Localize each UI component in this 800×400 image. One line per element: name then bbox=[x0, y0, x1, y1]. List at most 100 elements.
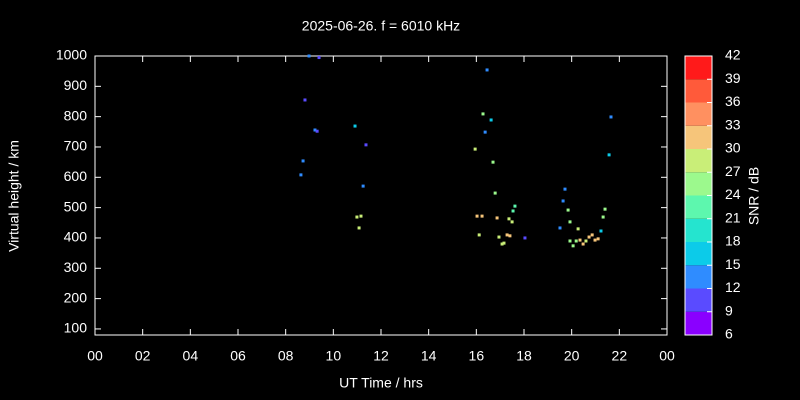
colorbar-label: SNR / dB bbox=[746, 167, 762, 225]
data-point bbox=[513, 204, 517, 208]
data-point bbox=[307, 54, 311, 58]
colorbar-tick-label: 33 bbox=[725, 116, 741, 132]
data-point bbox=[495, 216, 499, 220]
y-tick-label: 200 bbox=[64, 289, 88, 305]
x-tick-label: 20 bbox=[564, 348, 580, 364]
x-tick-label: 16 bbox=[469, 348, 485, 364]
data-point bbox=[590, 233, 594, 237]
data-point bbox=[353, 124, 357, 128]
x-tick-label: 06 bbox=[230, 348, 246, 364]
data-point bbox=[315, 129, 319, 133]
y-tick-label: 600 bbox=[64, 168, 88, 184]
data-point bbox=[581, 242, 585, 246]
colorbar-bin bbox=[685, 242, 712, 266]
colorbar-tick-label: 36 bbox=[725, 93, 741, 109]
data-point bbox=[607, 153, 611, 157]
data-point bbox=[481, 112, 485, 116]
data-point bbox=[593, 238, 597, 242]
data-point bbox=[576, 227, 580, 231]
data-point bbox=[480, 214, 484, 218]
y-axis-label: Virtual height / km bbox=[6, 140, 22, 252]
x-tick-label: 02 bbox=[135, 348, 151, 364]
data-point bbox=[301, 159, 305, 163]
data-point bbox=[313, 128, 317, 132]
data-point bbox=[566, 208, 570, 212]
colorbar-tick-label: 27 bbox=[725, 163, 741, 179]
data-point bbox=[561, 199, 565, 203]
data-point bbox=[587, 235, 591, 239]
colorbar-tick-label: 9 bbox=[725, 302, 733, 318]
colorbar-tick-label: 24 bbox=[725, 186, 741, 202]
colorbar-bin bbox=[685, 311, 712, 335]
colorbar-bin bbox=[685, 79, 712, 103]
data-point bbox=[508, 234, 512, 238]
data-point bbox=[473, 147, 477, 151]
data-point bbox=[502, 241, 506, 245]
data-point bbox=[364, 143, 368, 147]
data-point bbox=[483, 130, 487, 134]
colorbar-bin bbox=[685, 56, 712, 80]
y-tick-label: 300 bbox=[64, 259, 88, 275]
colorbar-tick-label: 18 bbox=[725, 233, 741, 249]
data-point bbox=[475, 214, 479, 218]
data-point bbox=[603, 207, 607, 211]
x-tick-label: 04 bbox=[183, 348, 199, 364]
data-point bbox=[510, 220, 514, 224]
x-tick-label: 00 bbox=[87, 348, 103, 364]
colorbar-tick-label: 30 bbox=[725, 140, 741, 156]
data-point bbox=[355, 215, 359, 219]
data-point bbox=[523, 236, 527, 240]
data-point bbox=[599, 229, 603, 233]
data-point bbox=[574, 239, 578, 243]
data-point bbox=[500, 242, 504, 246]
data-point bbox=[489, 118, 493, 122]
x-tick-label: 14 bbox=[421, 348, 437, 364]
data-point bbox=[578, 238, 582, 242]
colorbar-tick-label: 42 bbox=[725, 47, 741, 63]
data-point bbox=[568, 239, 572, 243]
colorbar-bin bbox=[685, 102, 712, 126]
colorbar-tick-label: 6 bbox=[725, 326, 733, 342]
data-point bbox=[571, 244, 575, 248]
data-point bbox=[359, 214, 363, 218]
data-point bbox=[303, 98, 307, 102]
x-tick-label: 12 bbox=[373, 348, 389, 364]
colorbar-tick-label: 12 bbox=[725, 279, 741, 295]
data-point bbox=[361, 184, 365, 188]
data-point bbox=[596, 237, 600, 241]
colorbar-bin bbox=[685, 195, 712, 219]
colorbar-bin bbox=[685, 125, 712, 149]
data-point bbox=[584, 239, 588, 243]
x-axis-label: UT Time / hrs bbox=[339, 375, 423, 391]
data-point bbox=[505, 233, 509, 237]
colorbar-tick-label: 15 bbox=[725, 256, 741, 272]
data-point bbox=[485, 68, 489, 72]
colorbar-tick-label: 39 bbox=[725, 70, 741, 86]
colorbar-bin bbox=[685, 218, 712, 242]
colorbar-tick-label: 21 bbox=[725, 209, 741, 225]
y-tick-label: 700 bbox=[64, 138, 88, 154]
data-point bbox=[601, 215, 605, 219]
data-point bbox=[317, 56, 321, 60]
data-point bbox=[357, 226, 361, 230]
data-point bbox=[507, 217, 511, 221]
data-point bbox=[609, 115, 613, 119]
x-tick-label: 00 bbox=[659, 348, 675, 364]
x-tick-label: 08 bbox=[278, 348, 294, 364]
colorbar-bin bbox=[685, 149, 712, 173]
data-point bbox=[477, 233, 481, 237]
colorbar-bin bbox=[685, 172, 712, 196]
colorbar-bin bbox=[685, 288, 712, 312]
data-point bbox=[299, 173, 303, 177]
data-point bbox=[493, 191, 497, 195]
y-tick-label: 400 bbox=[64, 229, 88, 245]
data-point bbox=[568, 220, 572, 224]
data-point bbox=[558, 226, 562, 230]
data-point bbox=[497, 235, 501, 239]
data-point bbox=[511, 209, 515, 213]
y-tick-label: 900 bbox=[64, 77, 88, 93]
y-tick-label: 100 bbox=[64, 320, 88, 336]
x-tick-label: 22 bbox=[612, 348, 628, 364]
